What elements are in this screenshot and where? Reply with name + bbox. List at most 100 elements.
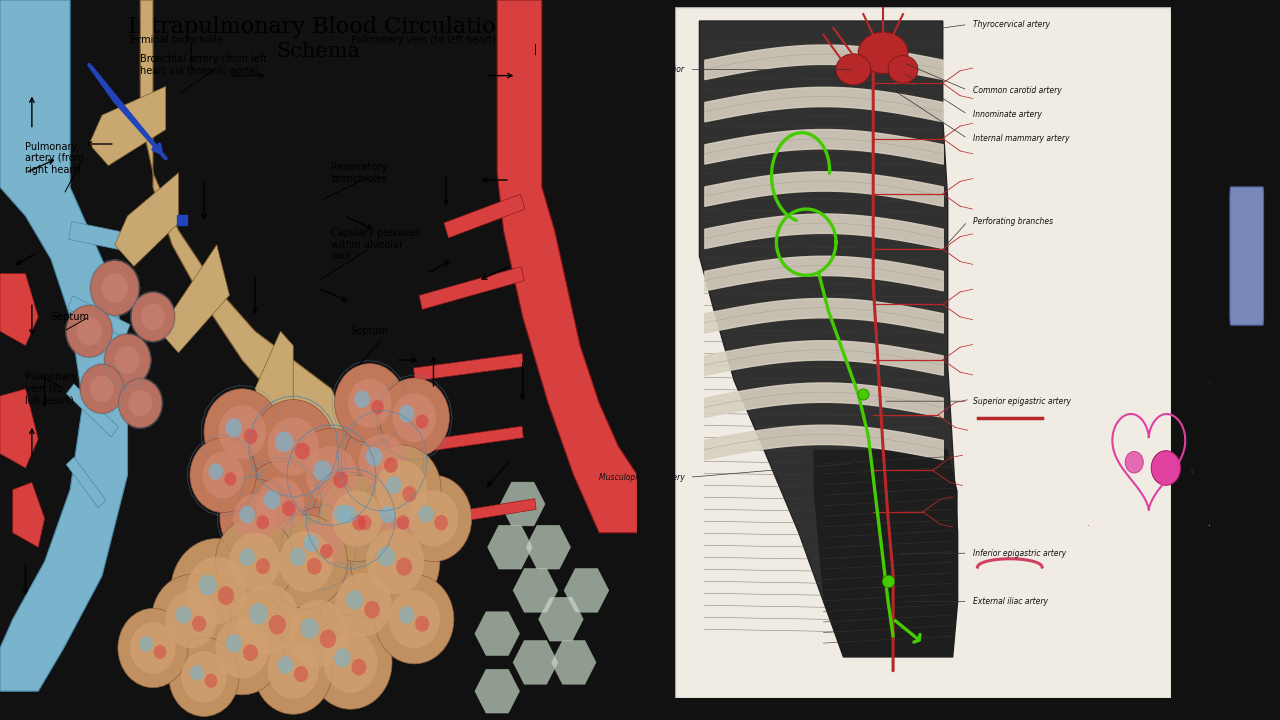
Polygon shape (513, 569, 558, 612)
Circle shape (67, 305, 113, 357)
Circle shape (380, 505, 396, 523)
Circle shape (225, 634, 242, 652)
Text: Superior epigastric artery: Superior epigastric artery (973, 397, 1070, 405)
Text: Septum: Septum (51, 312, 90, 322)
Circle shape (326, 492, 374, 545)
Circle shape (248, 603, 268, 624)
Circle shape (396, 557, 412, 576)
Circle shape (320, 556, 407, 654)
Polygon shape (475, 612, 520, 655)
Circle shape (165, 590, 216, 648)
Circle shape (366, 528, 424, 595)
Text: Pulmonary
vein (to
left heart): Pulmonary vein (to left heart) (26, 372, 78, 405)
Text: External iliac artery: External iliac artery (973, 597, 1047, 606)
Polygon shape (13, 482, 45, 547)
Polygon shape (513, 641, 558, 684)
Polygon shape (500, 482, 545, 526)
Circle shape (375, 575, 454, 664)
Circle shape (334, 364, 404, 443)
Circle shape (239, 505, 255, 523)
Circle shape (351, 511, 440, 612)
Circle shape (312, 475, 389, 562)
Circle shape (233, 494, 276, 543)
Circle shape (419, 505, 434, 523)
Polygon shape (526, 526, 571, 569)
Circle shape (310, 616, 392, 709)
Circle shape (205, 674, 218, 688)
Circle shape (140, 636, 154, 652)
Circle shape (342, 505, 357, 523)
Circle shape (204, 389, 280, 475)
Circle shape (119, 379, 161, 428)
Circle shape (334, 505, 351, 523)
Text: Perforating branches: Perforating branches (973, 217, 1052, 226)
Circle shape (224, 472, 237, 486)
Polygon shape (160, 245, 229, 353)
Circle shape (220, 565, 316, 673)
Polygon shape (67, 457, 106, 508)
Circle shape (376, 461, 428, 518)
Circle shape (115, 346, 140, 374)
Text: Pulmonary vein (to left heart): Pulmonary vein (to left heart) (351, 35, 495, 45)
Circle shape (209, 463, 223, 480)
Circle shape (154, 645, 166, 659)
Polygon shape (141, 0, 370, 461)
Circle shape (278, 656, 293, 674)
Circle shape (273, 582, 365, 685)
Text: Musculophrenic artery: Musculophrenic artery (599, 473, 685, 482)
Circle shape (346, 590, 364, 610)
Circle shape (379, 378, 449, 457)
Circle shape (396, 475, 472, 562)
Circle shape (219, 405, 266, 459)
Circle shape (170, 539, 262, 642)
Circle shape (306, 446, 357, 504)
Circle shape (320, 629, 337, 648)
Circle shape (297, 523, 340, 572)
Circle shape (192, 616, 206, 631)
Circle shape (187, 557, 247, 624)
Text: Terminal bronchiole: Terminal bronchiole (128, 35, 223, 45)
Circle shape (152, 575, 230, 664)
Circle shape (434, 515, 448, 531)
Circle shape (352, 659, 366, 675)
Text: Pulmonary
artery (from
right heart): Pulmonary artery (from right heart) (26, 142, 84, 175)
Circle shape (332, 490, 381, 546)
Circle shape (239, 548, 255, 566)
Circle shape (314, 460, 332, 481)
Text: Scalenus anterior: Scalenus anterior (617, 65, 685, 74)
Circle shape (201, 601, 284, 695)
Text: Capillary plexuses
within alveolar
wall: Capillary plexuses within alveolar wall (332, 228, 421, 261)
Circle shape (320, 544, 333, 558)
Circle shape (252, 400, 334, 493)
Circle shape (366, 447, 383, 466)
Circle shape (105, 334, 151, 386)
Circle shape (415, 616, 429, 631)
Circle shape (220, 479, 291, 558)
Circle shape (385, 476, 402, 494)
Circle shape (408, 490, 458, 546)
Text: Respiratory
bronchioles: Respiratory bronchioles (332, 162, 388, 184)
Circle shape (101, 273, 128, 303)
Circle shape (335, 573, 392, 636)
Polygon shape (69, 222, 142, 253)
Circle shape (189, 665, 204, 681)
Text: Schema: Schema (276, 42, 361, 60)
Circle shape (131, 622, 175, 674)
Polygon shape (475, 670, 520, 713)
Circle shape (264, 490, 280, 509)
Circle shape (256, 516, 269, 529)
Circle shape (175, 606, 191, 624)
Circle shape (1151, 451, 1180, 485)
Circle shape (253, 625, 333, 714)
Text: Thyrocervical artery: Thyrocervical artery (973, 20, 1050, 29)
Circle shape (355, 390, 370, 408)
Polygon shape (67, 384, 119, 437)
Circle shape (215, 618, 269, 678)
Circle shape (198, 575, 216, 595)
Polygon shape (445, 499, 536, 523)
Circle shape (243, 644, 259, 661)
Circle shape (282, 500, 296, 516)
Polygon shape (115, 173, 178, 266)
FancyBboxPatch shape (675, 7, 1171, 698)
Circle shape (242, 461, 319, 547)
